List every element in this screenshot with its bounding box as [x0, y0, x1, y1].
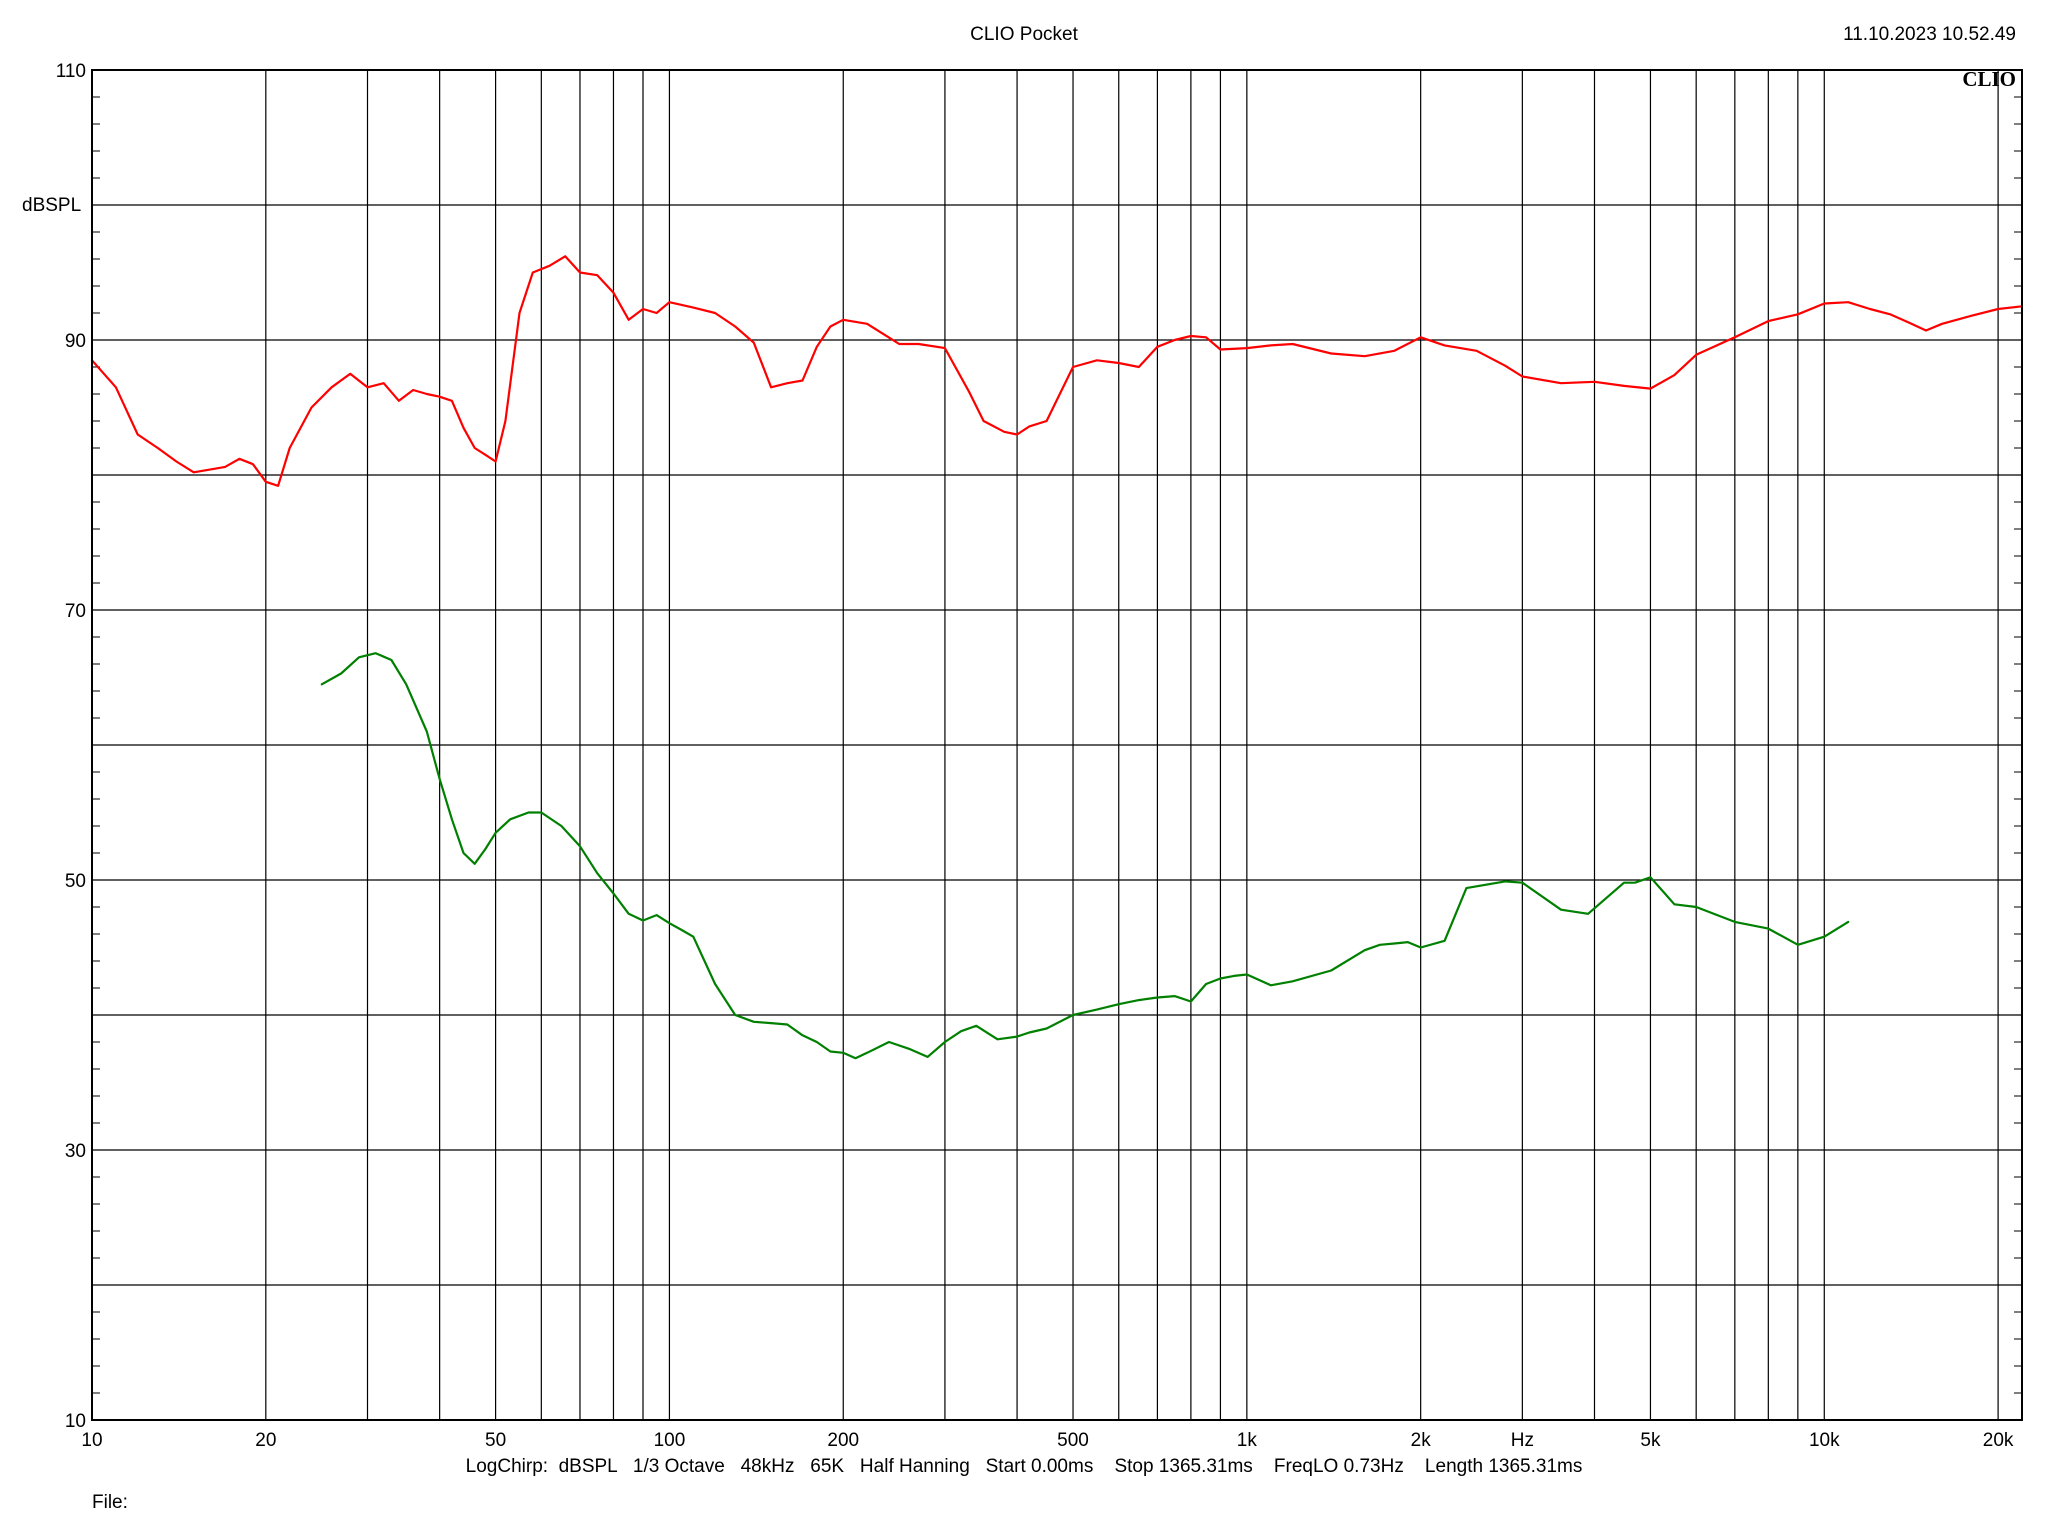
- chart-grid: [92, 69, 2022, 1421]
- x-tick-label: 100: [654, 1430, 686, 1451]
- y-tick-label: 110: [56, 61, 86, 82]
- y-axis-label: dBSPL: [22, 195, 82, 216]
- x-tick-label: 1k: [1237, 1430, 1258, 1451]
- x-tick-label: 5k: [1640, 1430, 1661, 1451]
- measurement-settings: LogChirp: dBSPL 1/3 Octave 48kHz 65K Hal…: [465, 1456, 1583, 1477]
- x-tick-label: 200: [827, 1430, 859, 1451]
- y-tick-label: 50: [65, 871, 86, 892]
- x-tick-label: 500: [1057, 1430, 1089, 1451]
- x-tick-label: 50: [485, 1430, 506, 1451]
- chart-series: [90, 255, 2024, 1060]
- app-title: CLIO Pocket: [970, 24, 1078, 45]
- y-tick-label: 10: [65, 1411, 86, 1432]
- axis-tick-labels: 10 30 50 70 90 110 10 20 50 100 200 500 1k 2k 5k 10k 20k…: [56, 61, 2014, 1451]
- file-label: File:: [92, 1492, 128, 1513]
- timestamp: 11.10.2023 10.52.49: [1843, 24, 2016, 45]
- y-tick-label: 90: [65, 331, 86, 352]
- y-tick-label: 70: [65, 601, 86, 622]
- plot-frame: [91, 69, 2023, 1421]
- x-tick-label: 20: [255, 1430, 276, 1451]
- series-line-2: [320, 652, 1850, 1060]
- x-axis-unit-label: Hz: [1511, 1430, 1534, 1451]
- x-tick-label: 10k: [1809, 1430, 1840, 1451]
- x-tick-label: 20k: [1983, 1430, 2014, 1451]
- y-tick-label: 30: [65, 1141, 86, 1162]
- series-line-1: [90, 255, 2024, 487]
- x-tick-label: 2k: [1411, 1430, 1432, 1451]
- x-tick-label: 10: [81, 1430, 102, 1451]
- clio-logo: CLIO: [1962, 67, 2016, 91]
